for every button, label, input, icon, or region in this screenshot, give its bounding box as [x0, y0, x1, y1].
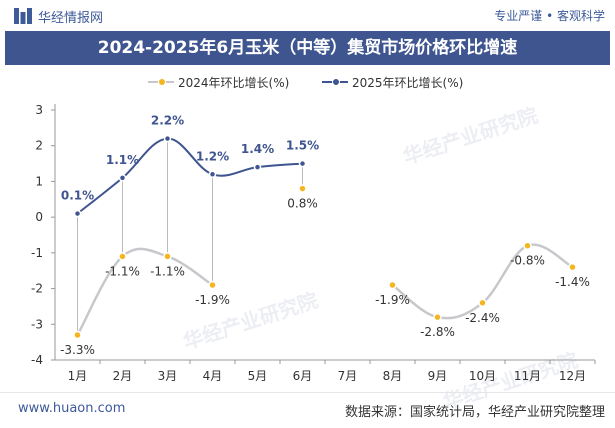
data-source: 数据来源：国家统计局，华经产业研究院整理 [344, 405, 605, 420]
series-2025-point [298, 159, 307, 168]
legend: 2024年环比增长(%) 2025年环比增长(%) [0, 72, 615, 92]
series-2025-data-label: 1.5% [286, 139, 319, 153]
x-tick-label: 8月 [383, 369, 403, 383]
tagline: 专业严谨 • 客观科学 [494, 9, 605, 23]
legend-marker-2024 [158, 78, 166, 86]
series-2025-point [73, 209, 82, 218]
series-2024-point [73, 330, 82, 340]
series-2024-data-label: -1.1% [150, 264, 185, 278]
series-2024-point [523, 241, 532, 250]
series-2024-data-label: -1.4% [555, 275, 590, 289]
y-tick-label: 2 [35, 139, 43, 153]
series-2024-data-label: 0.8% [287, 197, 318, 211]
chart-title: 2024-2025年6月玉米（中等）集贸市场价格环比增速 [5, 31, 610, 65]
footer: www.huaon.com 数据来源：国家统计局，华经产业研究院整理 [0, 392, 615, 428]
logo-text: 华经情报网 [38, 11, 104, 26]
y-tick-label: 1 [35, 174, 43, 188]
x-tick-label: 1月 [68, 369, 88, 383]
series-2025-data-label: 1.1% [106, 153, 139, 167]
series-2025-data-label: 2.2% [151, 114, 184, 128]
series-2024-data-label: -2.8% [420, 325, 455, 339]
series-2024-point [208, 280, 217, 290]
series-2025-data-label: 1.2% [196, 149, 229, 163]
series-2024-point [298, 184, 307, 193]
series-2024-point [163, 252, 172, 261]
logo-icon [14, 8, 32, 24]
y-tick-label: -4 [31, 353, 43, 367]
y-tick-label: -1 [31, 246, 43, 260]
series-2024-data-label: -2.4% [465, 311, 500, 325]
x-tick-label: 7月 [338, 369, 358, 383]
chart-plot: -4 -3 -2 -1 0 1 2 3 1月 2月 3月 4月 5月 6月 7月 8月 9月 10月 11月 12月 -… [31, 103, 596, 383]
y-tick-label: 0 [35, 210, 43, 224]
series-2024-data-label: -3.3% [60, 343, 95, 357]
x-tick-label: 11月 [514, 369, 541, 383]
series-2024-point [568, 262, 577, 272]
series-2025-data-label: 0.1% [61, 189, 94, 203]
series-2024-data-label: -1.1% [105, 264, 140, 278]
y-tick-label: 3 [35, 103, 43, 117]
series-2025-point [118, 174, 127, 182]
legend-marker-2025 [332, 78, 340, 86]
x-tick-label: 9月 [428, 369, 448, 383]
header-bar: 华经情报网 专业严谨 • 客观科学 [0, 0, 615, 30]
legend-label-2025: 2025年环比增长(%) [352, 76, 464, 90]
series-2024-point [388, 280, 397, 290]
y-tick-label: -3 [31, 317, 43, 331]
x-tick-label: 3月 [158, 369, 178, 383]
series-2025-point [163, 134, 172, 143]
series-2024-point [433, 312, 442, 322]
x-tick-label: 6月 [293, 369, 313, 383]
series-2024-data-label: -0.8% [510, 254, 545, 268]
x-tick-label: 4月 [203, 369, 223, 383]
series-2024-data-label: -1.9% [195, 293, 230, 307]
x-tick-label: 5月 [248, 369, 268, 383]
series-2024-line [76, 247, 214, 336]
x-tick-label: 2月 [113, 369, 133, 383]
footer-url[interactable]: www.huaon.com [18, 401, 126, 416]
x-tick-label: 12月 [559, 369, 586, 383]
y-tick-label: -2 [31, 282, 43, 296]
series-2024-data-label: -1.9% [375, 293, 410, 307]
x-tick-label: 10月 [469, 369, 496, 383]
legend-label-2024: 2024年环比增长(%) [178, 76, 290, 90]
series-2025-point [253, 163, 262, 171]
series-2024-point [118, 252, 127, 261]
series-2025-point [208, 170, 217, 179]
series-2024-point [478, 298, 487, 308]
series-2025-data-label: 1.4% [241, 142, 274, 156]
